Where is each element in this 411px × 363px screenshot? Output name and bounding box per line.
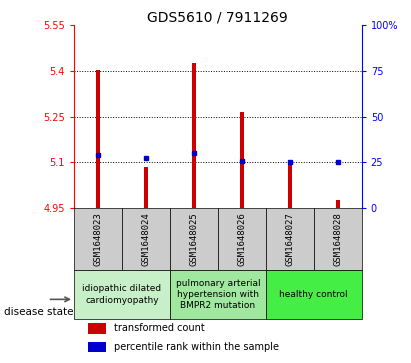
Text: pulmonary arterial
hypertension with
BMPR2 mutation: pulmonary arterial hypertension with BMP… xyxy=(175,279,260,310)
Text: idiopathic dilated
cardiomyopathy: idiopathic dilated cardiomyopathy xyxy=(82,285,162,305)
Bar xyxy=(122,208,170,270)
Text: GSM1648028: GSM1648028 xyxy=(333,212,342,266)
Bar xyxy=(314,208,362,270)
Text: transformed count: transformed count xyxy=(114,323,205,333)
Bar xyxy=(88,323,106,334)
Text: GSM1648024: GSM1648024 xyxy=(141,212,150,266)
Bar xyxy=(288,164,292,208)
Bar xyxy=(192,64,196,208)
Text: GSM1648025: GSM1648025 xyxy=(189,212,199,266)
Text: percentile rank within the sample: percentile rank within the sample xyxy=(114,342,279,352)
Bar xyxy=(240,112,244,208)
Bar xyxy=(170,208,218,270)
Bar xyxy=(74,208,122,270)
Bar xyxy=(218,208,266,270)
Bar xyxy=(144,167,148,208)
Bar xyxy=(266,270,362,319)
Bar xyxy=(336,200,339,208)
Text: GSM1648027: GSM1648027 xyxy=(285,212,294,266)
Text: disease state: disease state xyxy=(4,307,74,317)
Bar xyxy=(88,342,106,352)
Bar xyxy=(96,70,100,208)
Text: GSM1648026: GSM1648026 xyxy=(237,212,246,266)
Bar xyxy=(170,270,266,319)
Title: GDS5610 / 7911269: GDS5610 / 7911269 xyxy=(148,10,288,24)
Text: healthy control: healthy control xyxy=(279,290,348,299)
Bar xyxy=(74,270,170,319)
Text: GSM1648023: GSM1648023 xyxy=(93,212,102,266)
Bar xyxy=(266,208,314,270)
